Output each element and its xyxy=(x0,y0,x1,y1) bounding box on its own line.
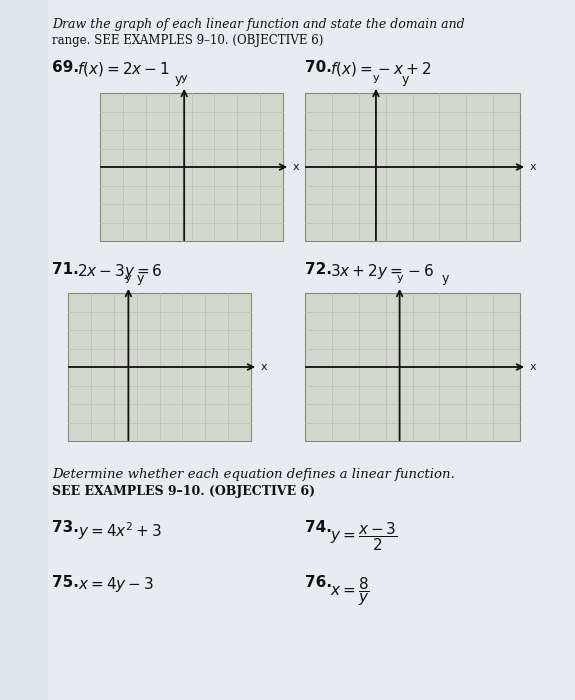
Text: y: y xyxy=(373,73,380,83)
Text: 74.: 74. xyxy=(305,520,332,535)
Bar xyxy=(100,93,283,241)
Bar xyxy=(305,93,520,241)
Text: $y = 4x^2 + 3$: $y = 4x^2 + 3$ xyxy=(78,520,162,542)
Text: 69.: 69. xyxy=(52,60,79,75)
Text: $y = \dfrac{x - 3}{2}$: $y = \dfrac{x - 3}{2}$ xyxy=(330,520,397,553)
Text: 71.: 71. xyxy=(52,262,79,277)
Text: x: x xyxy=(530,162,536,172)
Text: Determine whether each equation defines a linear function.: Determine whether each equation defines … xyxy=(52,468,455,481)
Text: 76.: 76. xyxy=(305,575,332,590)
Text: Draw the graph of each linear function and state the domain and: Draw the graph of each linear function a… xyxy=(52,18,465,31)
Text: y: y xyxy=(401,73,409,86)
Text: 73.: 73. xyxy=(52,520,79,535)
Text: $x = \dfrac{8}{y}$: $x = \dfrac{8}{y}$ xyxy=(330,575,370,608)
Text: x: x xyxy=(530,362,536,372)
Text: $x = 4y - 3$: $x = 4y - 3$ xyxy=(78,575,154,594)
Text: y: y xyxy=(125,273,132,283)
Text: y: y xyxy=(442,272,448,285)
Text: y: y xyxy=(174,73,182,86)
Text: x: x xyxy=(261,362,267,372)
Bar xyxy=(0,0,48,700)
Text: 72.: 72. xyxy=(305,262,332,277)
Text: $f(x) = -x + 2$: $f(x) = -x + 2$ xyxy=(330,60,432,78)
Text: 75.: 75. xyxy=(52,575,79,590)
Bar xyxy=(305,293,520,441)
Text: 70.: 70. xyxy=(305,60,332,75)
Text: x: x xyxy=(293,162,300,172)
Text: $2x - 3y = 6$: $2x - 3y = 6$ xyxy=(77,262,163,281)
Text: SEE EXAMPLES 9–10. (OBJECTIVE 6): SEE EXAMPLES 9–10. (OBJECTIVE 6) xyxy=(52,485,315,498)
Text: range. SEE EXAMPLES 9–10. (OBJECTIVE 6): range. SEE EXAMPLES 9–10. (OBJECTIVE 6) xyxy=(52,34,323,47)
Text: y: y xyxy=(181,73,187,83)
Text: $3x + 2y = -6$: $3x + 2y = -6$ xyxy=(330,262,434,281)
Text: $f(x) = 2x - 1$: $f(x) = 2x - 1$ xyxy=(77,60,170,78)
Bar xyxy=(68,293,251,441)
Text: y: y xyxy=(396,273,403,283)
Text: y: y xyxy=(136,272,144,285)
